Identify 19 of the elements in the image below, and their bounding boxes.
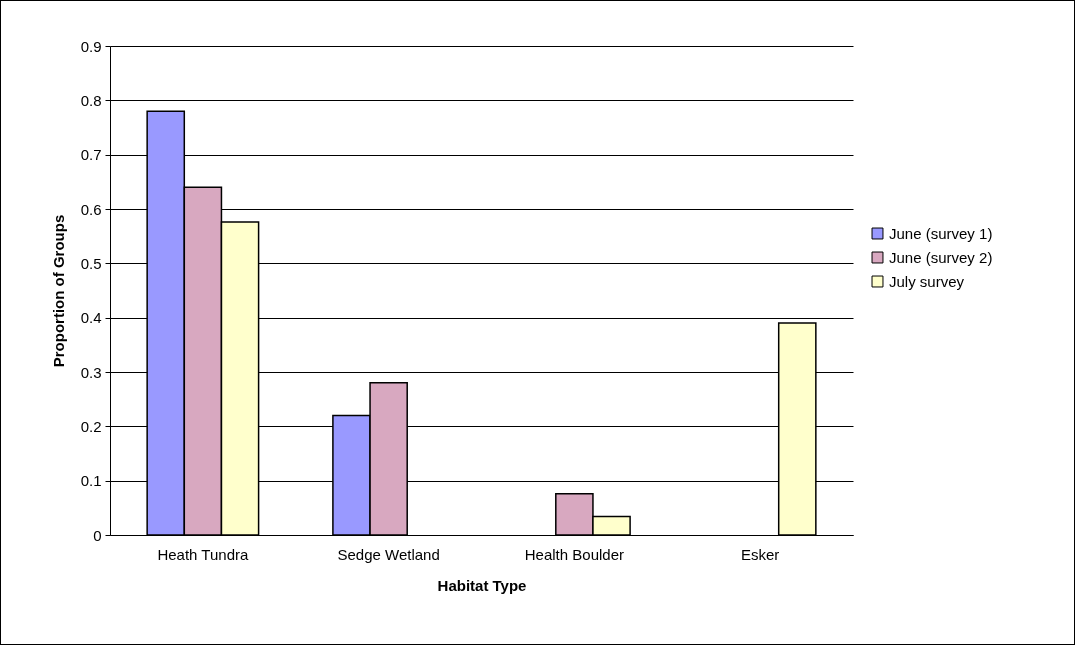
x-tick-label: Health Boulder [524, 545, 624, 563]
y-tick-label: 0 [93, 526, 102, 544]
x-tick-label: Esker [740, 545, 780, 563]
y-tick-label: 0.6 [80, 200, 102, 218]
y-tick-label: 0.9 [80, 37, 102, 55]
y-tick-label: 0.2 [80, 417, 102, 435]
y-tick-label: 0.5 [80, 254, 102, 272]
y-tick-label: 0.4 [80, 309, 102, 327]
y-axis-title: Proportion of Groups [49, 214, 67, 368]
legend-label: July survey [889, 272, 965, 290]
y-tick-label: 0.8 [80, 91, 102, 109]
legend-label: June (survey 2) [889, 248, 993, 266]
y-tick-label: 0.7 [80, 146, 102, 164]
y-tick-label: 0.3 [80, 363, 102, 381]
y-tick-label: 0.1 [80, 472, 102, 490]
legend-label: June (survey 1) [889, 224, 993, 242]
x-tick-label: Heath Tundra [157, 545, 249, 563]
x-tick-label: Sedge Wetland [337, 545, 440, 563]
x-axis-title: Habitat Type [437, 576, 527, 594]
